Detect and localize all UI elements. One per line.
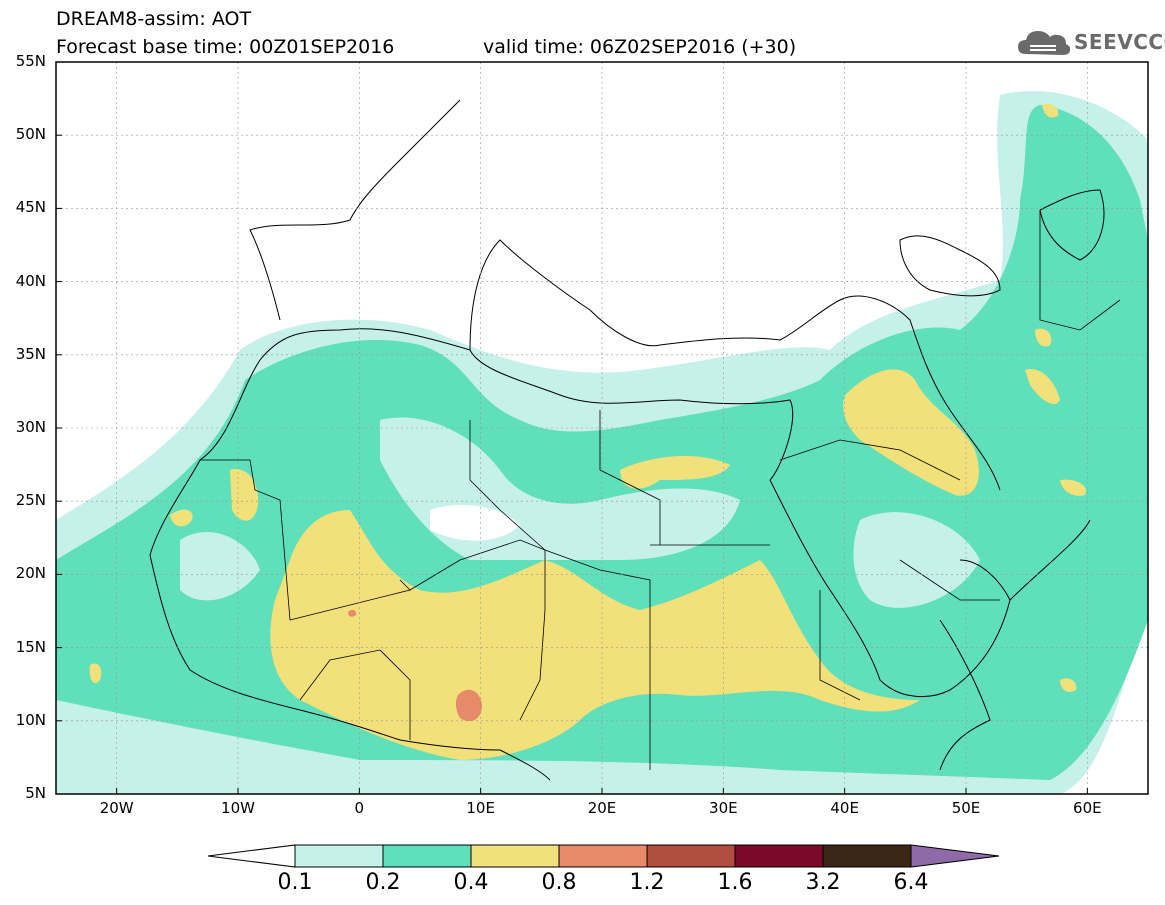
aot-low-patch — [660, 499, 706, 539]
lon-label: 10W — [221, 799, 255, 817]
aot-band-0.4 — [1060, 678, 1077, 692]
colorbar-swatch — [294, 844, 384, 868]
colorbar-swatch — [558, 844, 648, 868]
coastlines — [149, 99, 1105, 781]
lon-label: 20W — [99, 799, 134, 817]
lat-label: 5N — [25, 784, 46, 802]
cloud-icon — [1018, 31, 1071, 55]
colorbar-label: 0.4 — [453, 870, 489, 895]
lat-label: 50N — [15, 125, 46, 144]
aot-band-0.4 — [170, 509, 193, 527]
colorbar-swatch — [822, 844, 912, 868]
gridlines — [56, 62, 1148, 794]
aot-band-0.8 — [348, 609, 357, 617]
colorbar-label: 6.4 — [893, 870, 929, 895]
lat-label: 10N — [15, 710, 46, 729]
aot-low-patch — [853, 512, 980, 608]
aot-low-patch — [180, 531, 260, 601]
aot-band-0.4 — [230, 469, 259, 521]
seevccc-logo: SEEVCCC — [1016, 22, 1165, 62]
lon-label: 40E — [830, 799, 859, 817]
map-title: DREAM8-assim: AOT — [56, 8, 252, 30]
aot-band-0.4 — [1060, 479, 1086, 496]
colorbar-label: 0.8 — [541, 870, 577, 895]
aot-band-0.4 — [1025, 369, 1060, 405]
aot-band-0.4 — [843, 369, 979, 496]
lon-label: 20E — [587, 799, 617, 817]
lon-label: 10E — [466, 799, 495, 817]
lat-label: 45N — [15, 198, 46, 217]
colorbar-swatch — [382, 844, 472, 868]
aot-low-patch — [430, 505, 520, 541]
lon-label: 60E — [1073, 799, 1102, 817]
aot-band-0.4 — [89, 663, 102, 684]
lat-label: 35N — [15, 344, 46, 363]
axis-ticks — [56, 61, 1088, 795]
aot-band-0.4 — [1042, 104, 1059, 118]
lat-label: 40N — [15, 271, 46, 290]
aot-band-0.4 — [1035, 328, 1052, 347]
aot-band-0.4 — [620, 455, 730, 489]
lat-label: 15N — [15, 637, 46, 656]
colorbar-label: 3.2 — [805, 870, 841, 895]
colorbar-label: 0.1 — [277, 870, 313, 895]
lon-label: 50E — [951, 799, 981, 817]
colorbar-swatch — [470, 844, 560, 868]
lat-label: 55N — [15, 52, 46, 70]
lat-label: 20N — [15, 564, 46, 583]
logo-text: SEEVCCC — [1074, 30, 1165, 54]
colorbar-swatch — [734, 844, 824, 868]
colorbar-label: 1.2 — [629, 870, 665, 895]
lat-label: 25N — [15, 491, 46, 510]
lon-label: 30E — [709, 799, 738, 817]
colorbar-under-arrow — [207, 844, 296, 868]
lat-label: 30N — [15, 418, 46, 436]
colorbar-swatch — [646, 844, 736, 868]
aot-band-0.8 — [455, 689, 482, 722]
colorbar-label: 0.2 — [365, 870, 401, 895]
borders — [200, 210, 1121, 770]
lon-label: 0 — [354, 799, 365, 817]
aot-band-0.4 — [270, 510, 920, 760]
colorbar-label: 1.6 — [717, 870, 753, 895]
valid-time: valid time: 06Z02SEP2016 (+30) — [483, 36, 797, 58]
forecast-base-time: Forecast base time: 00Z01SEP2016 — [56, 36, 395, 58]
colorbar-over-arrow — [910, 844, 1000, 868]
